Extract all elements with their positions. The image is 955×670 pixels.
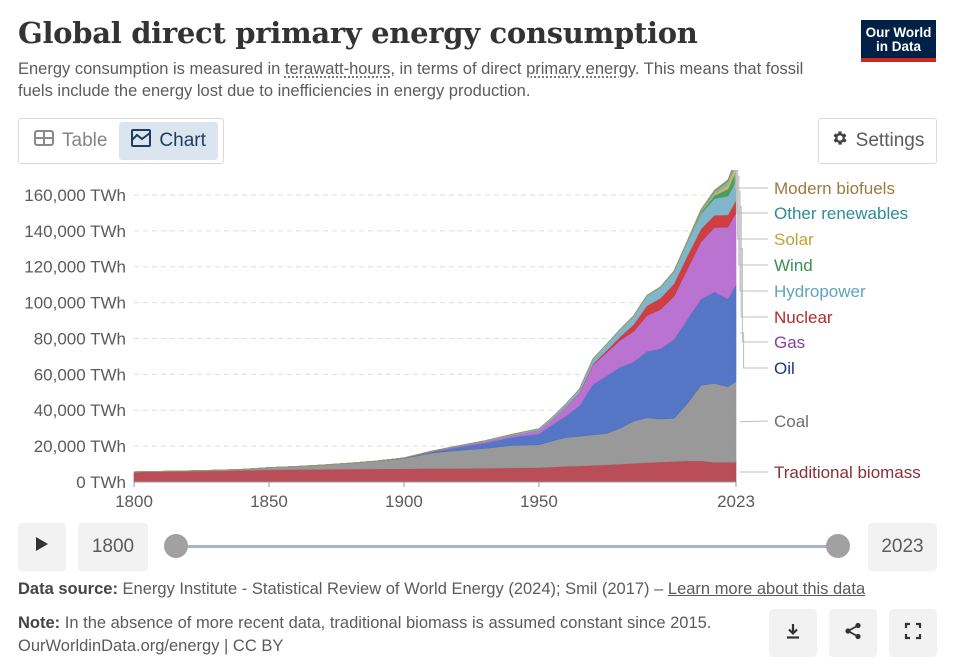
note-label: Note: bbox=[18, 614, 61, 632]
start-year-button[interactable]: 1800 bbox=[78, 523, 148, 571]
view-tabs: Table Chart bbox=[18, 118, 224, 164]
subtitle-text: , in terms of direct bbox=[390, 60, 527, 78]
settings-button[interactable]: Settings bbox=[818, 118, 937, 164]
area-modern-biofuels bbox=[133, 170, 733, 473]
tab-table[interactable]: Table bbox=[22, 122, 119, 160]
y-tick-label: 0 TWh bbox=[76, 473, 126, 492]
y-tick-label: 20,000 TWh bbox=[34, 437, 126, 456]
subtitle-text: . This means that fossil fuels include t… bbox=[18, 60, 804, 100]
timeline-slider[interactable] bbox=[176, 545, 838, 548]
timeline-start-handle[interactable] bbox=[164, 534, 188, 558]
chart-subtitle: Energy consumption is measured in terawa… bbox=[18, 58, 838, 102]
x-tick-label: 1850 bbox=[250, 492, 288, 511]
legend-connector bbox=[738, 175, 768, 266]
tab-chart[interactable]: Chart bbox=[119, 122, 218, 160]
x-tick-label: 1950 bbox=[520, 492, 558, 511]
fullscreen-icon bbox=[904, 622, 922, 645]
credit-line: OurWorldinData.org/energy | CC BY bbox=[18, 637, 284, 655]
y-tick-label: 80,000 TWh bbox=[34, 329, 126, 348]
y-tick-label: 160,000 TWh bbox=[24, 186, 126, 205]
download-button[interactable] bbox=[769, 609, 817, 657]
end-year-button[interactable]: 2023 bbox=[868, 523, 937, 571]
y-tick-label: 140,000 TWh bbox=[24, 222, 126, 241]
x-tick-label: 2023 bbox=[717, 492, 755, 511]
source-label: Data source: bbox=[18, 580, 118, 598]
tab-table-label: Table bbox=[62, 130, 108, 151]
terawatt-hours-link[interactable]: terawatt-hours bbox=[284, 60, 391, 78]
download-icon bbox=[784, 622, 802, 645]
share-button[interactable] bbox=[829, 609, 877, 657]
legend-connector bbox=[739, 420, 769, 423]
legend-connector bbox=[740, 332, 768, 369]
gear-icon bbox=[831, 129, 849, 153]
x-tick-label: 1900 bbox=[385, 492, 423, 511]
subtitle-text: Energy consumption is measured in bbox=[18, 60, 285, 78]
fullscreen-button[interactable] bbox=[889, 609, 937, 657]
legend-label-traditional-biomass: Traditional biomass bbox=[774, 463, 921, 482]
legend-label-hydropower: Hydropower bbox=[774, 282, 866, 301]
y-tick-label: 40,000 TWh bbox=[34, 401, 126, 420]
share-icon bbox=[844, 622, 862, 645]
legend-connector bbox=[734, 170, 768, 189]
timeline-end-handle[interactable] bbox=[826, 534, 850, 558]
legend-label-oil: Oil bbox=[774, 359, 795, 378]
owid-logo[interactable]: Our World in Data bbox=[861, 20, 936, 62]
chart-note: Note: In the absence of more recent data… bbox=[18, 614, 711, 633]
y-tick-label: 60,000 TWh bbox=[34, 365, 126, 384]
source-text: Energy Institute - Statistical Review of… bbox=[122, 580, 664, 598]
table-icon bbox=[34, 130, 54, 152]
learn-more-link[interactable]: Learn more about this data bbox=[667, 580, 866, 598]
legend-label-other-renewables: Other renewables bbox=[774, 204, 908, 223]
legend-label-nuclear: Nuclear bbox=[774, 308, 833, 327]
legend-label-coal: Coal bbox=[774, 412, 809, 431]
play-icon bbox=[35, 536, 49, 558]
legend-label-wind: Wind bbox=[774, 256, 813, 275]
logo-line-2: in Data bbox=[875, 39, 921, 54]
legend-label-gas: Gas bbox=[774, 333, 805, 352]
legend-label-modern-biofuels: Modern biofuels bbox=[774, 179, 895, 198]
energy-area-chart: 0 TWh 20,000 TWh 40,000 TWh 60,000 TWh 80,00… bbox=[24, 170, 921, 511]
chart-icon bbox=[131, 129, 152, 153]
primary-energy-link[interactable]: primary energy bbox=[526, 60, 635, 78]
legend-connector bbox=[737, 170, 768, 240]
tab-chart-label: Chart bbox=[159, 130, 206, 151]
chart-title: Global direct primary energy consumption bbox=[18, 16, 698, 50]
legend-label-solar: Solar bbox=[774, 230, 814, 249]
y-tick-label: 100,000 TWh bbox=[24, 294, 126, 313]
data-source: Data source: Energy Institute - Statisti… bbox=[18, 580, 865, 599]
play-button[interactable] bbox=[18, 523, 66, 571]
x-tick-label: 1800 bbox=[115, 492, 153, 511]
settings-label: Settings bbox=[855, 130, 925, 151]
y-tick-label: 120,000 TWh bbox=[24, 258, 126, 277]
legend-connector bbox=[735, 170, 768, 214]
legend-connector bbox=[739, 190, 768, 292]
legend-connector bbox=[740, 206, 768, 318]
note-text: In the absence of more recent data, trad… bbox=[64, 614, 712, 632]
legend-connector bbox=[740, 248, 768, 343]
logo-line-1: Our World bbox=[865, 25, 932, 40]
